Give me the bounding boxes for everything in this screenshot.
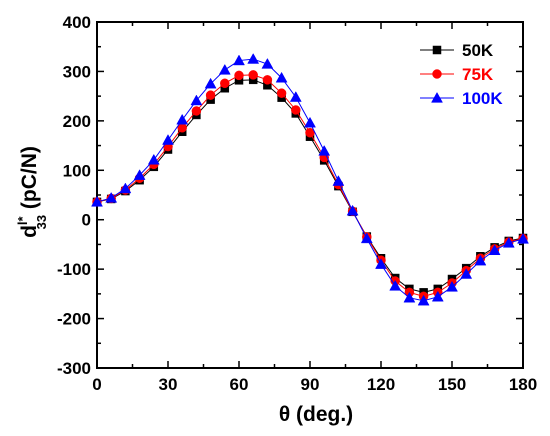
data-point <box>346 204 359 216</box>
y-axis-title-subscript: 33 <box>34 215 49 229</box>
y-tick-label: 100 <box>63 161 91 180</box>
data-point <box>275 71 288 83</box>
data-point <box>105 191 118 203</box>
x-tick-label: 0 <box>92 375 101 394</box>
data-point <box>460 268 473 279</box>
data-point <box>234 70 244 81</box>
legend-entry: 50K <box>420 41 494 60</box>
data-point <box>304 116 316 128</box>
data-point <box>261 57 274 69</box>
data-point <box>147 153 160 165</box>
legend-marker <box>432 69 442 79</box>
y-tick-label: -100 <box>57 260 91 279</box>
legend: 50K 75K 100K <box>420 41 503 108</box>
x-axis-title: θ (deg.) <box>279 403 353 426</box>
x-tick-label: 90 <box>301 375 320 394</box>
legend-marker <box>431 91 443 103</box>
series-50k <box>92 75 528 297</box>
series-layer <box>91 53 529 306</box>
x-tick-label: 150 <box>438 375 466 394</box>
data-point <box>162 134 174 145</box>
data-point <box>502 236 515 248</box>
legend-marker <box>432 45 442 55</box>
data-point <box>204 77 217 89</box>
x-tick-label: 180 <box>509 375 537 394</box>
y-tick-label: 300 <box>63 62 91 81</box>
data-point <box>291 105 301 115</box>
data-point <box>276 88 287 98</box>
data-point <box>119 182 132 194</box>
series-100k <box>91 53 529 306</box>
data-point <box>91 195 103 207</box>
data-point <box>133 169 146 180</box>
data-point <box>517 232 529 244</box>
y-tick-label: -300 <box>57 359 91 378</box>
data-point <box>389 279 402 291</box>
data-point <box>488 244 501 256</box>
series-line-100k <box>96 58 524 302</box>
plot-frame <box>96 21 524 369</box>
series-line-75k <box>96 74 524 297</box>
legend-entry: 100K <box>420 89 503 108</box>
data-point <box>375 258 387 269</box>
plot-area-border <box>96 21 524 369</box>
data-point <box>431 290 444 302</box>
y-tick-label: 400 <box>63 13 91 32</box>
data-point <box>403 291 416 303</box>
data-point <box>332 175 345 186</box>
data-point <box>190 94 203 106</box>
y-tick-label: 200 <box>63 112 91 131</box>
data-point <box>233 54 245 66</box>
data-point <box>360 232 373 244</box>
y-axis-title-main: d <box>18 225 41 238</box>
data-point <box>318 144 331 156</box>
x-tick-label: 30 <box>159 375 178 394</box>
y-tick-label: 0 <box>82 211 91 230</box>
data-point <box>220 78 230 89</box>
data-point <box>417 294 430 306</box>
y-axis-title-superscript: l* <box>15 215 30 225</box>
x-tick-label: 120 <box>367 375 395 394</box>
legend-label: 75K <box>462 65 494 84</box>
y-axis-title-unit: (pC/N) <box>18 146 41 215</box>
data-point <box>205 90 216 100</box>
data-point <box>247 53 260 64</box>
x-tick-label: 60 <box>230 375 249 394</box>
data-point <box>218 63 231 75</box>
series-line-50k <box>96 79 524 293</box>
data-point <box>289 91 302 102</box>
y-axis-title: dl* 33 (pC/N) <box>15 146 49 238</box>
data-point <box>248 70 258 80</box>
legend-label: 50K <box>462 41 494 60</box>
legend-label: 100K <box>462 89 503 108</box>
legend-entry: 75K <box>420 65 494 84</box>
data-point <box>191 106 202 116</box>
y-tick-label: -200 <box>57 310 91 329</box>
data-point <box>446 280 458 292</box>
data-point <box>262 75 273 85</box>
data-point <box>474 254 487 266</box>
tick-layer: 0 30 60 90 120 150 180 -300 -200 -100 0 100 200 300 40… <box>57 13 537 394</box>
data-point <box>176 113 189 125</box>
